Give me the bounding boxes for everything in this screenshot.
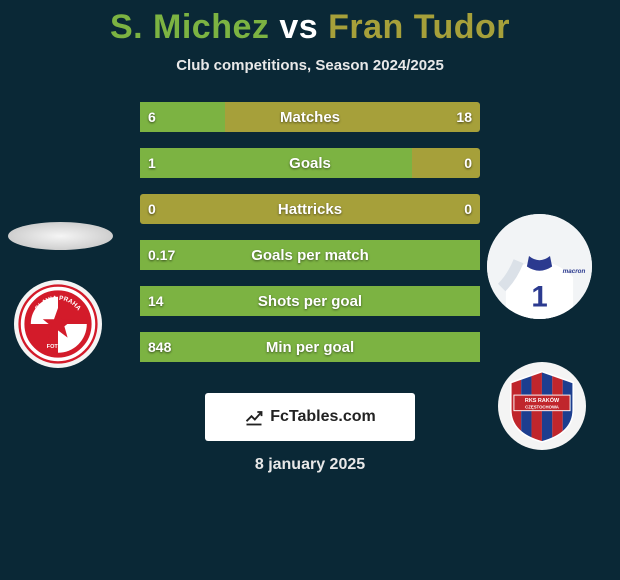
stat-row: 14Shots per goal [140, 286, 480, 316]
stat-value-left: 848 [148, 332, 171, 362]
stat-fill [140, 148, 412, 178]
stat-value-left: 14 [148, 286, 164, 316]
stat-fill [140, 332, 480, 362]
page-title: S. Michez vs Fran Tudor [0, 0, 620, 47]
stat-value-right: 0 [464, 194, 472, 224]
stat-value-right: 0 [464, 148, 472, 178]
stat-row: 848Min per goal [140, 332, 480, 362]
title-player2: Fran Tudor [328, 8, 510, 46]
stat-row: 0 0Hattricks [140, 194, 480, 224]
svg-text:CZĘSTOCHOWA: CZĘSTOCHOWA [525, 404, 559, 409]
svg-text:M: M [579, 307, 586, 317]
stat-bars: 618Matches10Goals00Hattricks0.17Goals pe… [140, 102, 480, 378]
player1-avatar [8, 222, 113, 250]
club-left-badge: SLAVIA PRAHA FOTBAL [14, 280, 102, 368]
player2-avatar: macron 1 M [487, 214, 592, 319]
stat-row: 0.17Goals per match [140, 240, 480, 270]
stat-row: 618Matches [140, 102, 480, 132]
stat-fill [140, 240, 480, 270]
stat-value-left: 1 [148, 148, 156, 178]
stat-label: Hattricks [140, 194, 480, 224]
chart-icon [244, 407, 264, 427]
stat-value-left: 6 [148, 102, 156, 132]
slavia-praha-crest-icon: SLAVIA PRAHA FOTBAL [18, 284, 98, 364]
club-right-badge: RKS RAKÓW CZĘSTOCHOWA [498, 362, 586, 450]
subtitle: Club competitions, Season 2024/2025 [0, 57, 620, 74]
title-player1: S. Michez [110, 8, 269, 46]
stat-value-left: 0 [148, 194, 156, 224]
player2-jersey-icon: macron 1 M [487, 214, 592, 319]
stat-row: 10Goals [140, 148, 480, 178]
stat-value-right: 18 [456, 102, 472, 132]
stat-fill [140, 286, 480, 316]
date-label: 8 january 2025 [0, 456, 620, 474]
title-vs: vs [279, 8, 318, 46]
stat-value-left: 0.17 [148, 240, 175, 270]
rakow-crest-icon: RKS RAKÓW CZĘSTOCHOWA [503, 367, 581, 445]
comparison-stage: SLAVIA PRAHA FOTBAL macron 1 M [0, 102, 620, 372]
branding-pill: FcTables.com [205, 393, 415, 441]
svg-text:FOTBAL: FOTBAL [47, 344, 70, 350]
svg-text:macron: macron [563, 268, 586, 275]
svg-text:1: 1 [531, 280, 547, 313]
branding-text: FcTables.com [270, 408, 376, 426]
